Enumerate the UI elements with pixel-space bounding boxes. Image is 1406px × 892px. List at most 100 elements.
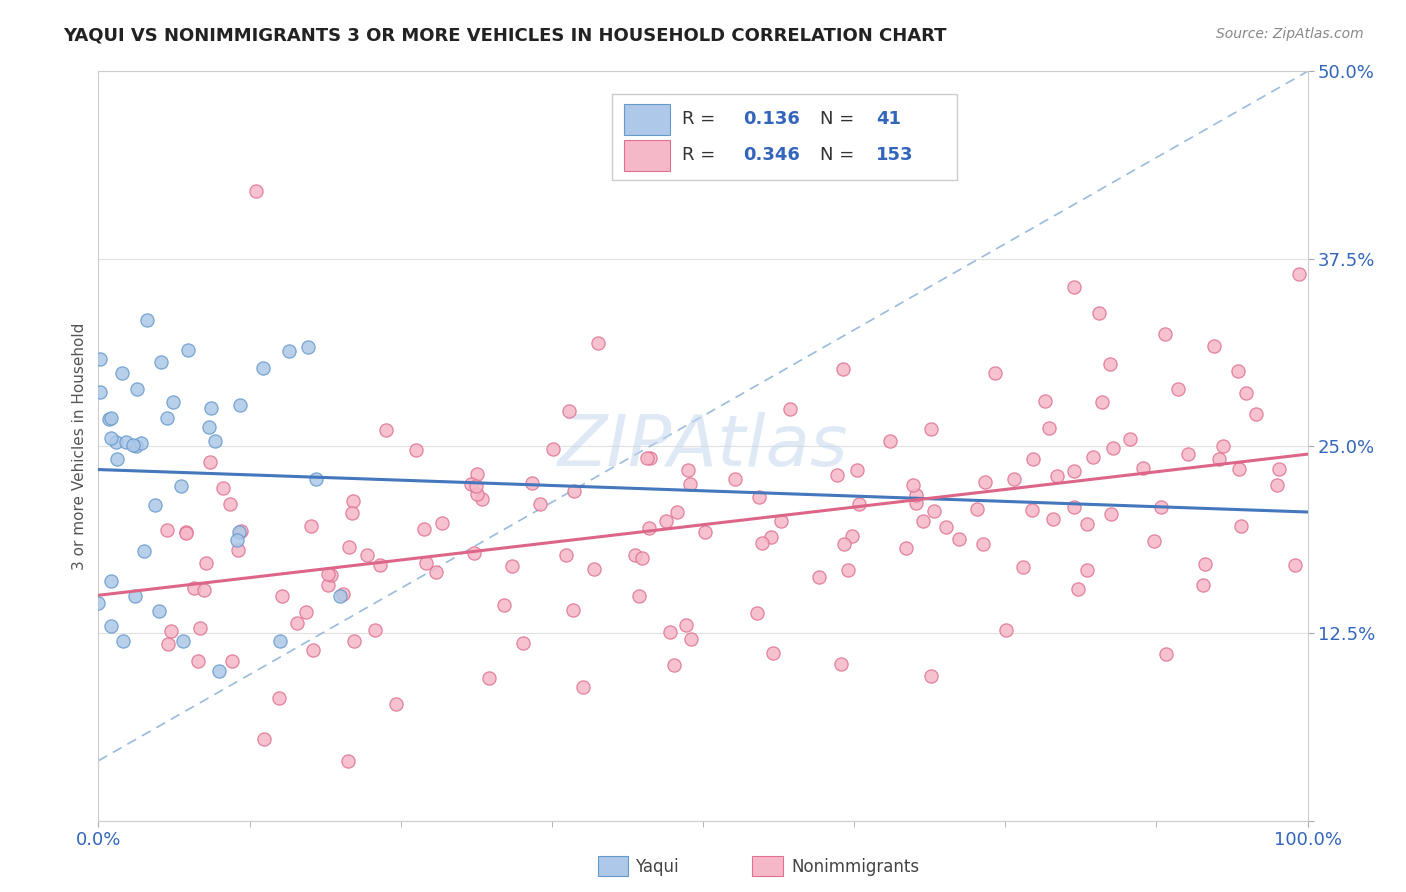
Point [478,671,501,685]
Point [226,533,249,547]
Point [148,604,170,618]
Point [200,401,222,415]
Point [1091,395,1114,409]
Point [1038,421,1060,435]
Point [124,589,146,603]
Point [204,434,226,448]
Point [465,467,488,481]
Point [111,366,134,380]
Point [555,548,578,562]
Point [124,439,146,453]
Point [769,514,792,528]
Point [905,487,928,501]
Point [221,654,243,668]
Point [1229,519,1251,533]
Point [966,501,988,516]
Point [105,451,128,466]
Point [270,589,292,603]
Point [543,442,565,456]
Text: R =: R = [682,110,721,128]
Point [277,343,299,358]
Point [269,691,291,706]
Point [512,636,534,650]
Point [319,567,342,582]
Point [1063,280,1085,294]
Point [430,516,453,531]
Point [332,587,354,601]
Point [200,455,222,469]
Point [830,657,852,671]
Point [87,596,110,610]
Point [1088,306,1111,320]
Point [299,519,322,533]
Point [194,557,217,571]
Point [208,664,231,678]
Point [529,497,551,511]
Point [157,638,180,652]
Point [662,657,685,672]
Text: 0.346: 0.346 [742,146,800,164]
Text: N =: N = [820,146,860,164]
Point [122,438,145,452]
Point [1192,578,1215,592]
Point [174,524,197,539]
Point [156,523,179,537]
Text: 41: 41 [876,110,901,128]
Point [1288,267,1310,281]
Point [305,472,328,486]
Point [145,498,167,512]
Point [269,633,291,648]
Point [1022,451,1045,466]
Point [176,343,198,358]
Text: 153: 153 [876,146,914,164]
Point [228,524,250,539]
Point [89,352,111,367]
Point [1154,647,1177,661]
Point [837,562,859,576]
Point [471,491,494,506]
Point [364,623,387,637]
Point [252,361,274,376]
Point [655,514,678,528]
Point [901,478,924,492]
Point [846,463,869,477]
Point [295,605,318,619]
Point [188,621,211,635]
Point [1167,382,1189,396]
Text: R =: R = [682,146,721,164]
Point [342,494,364,508]
Point [724,472,747,486]
Point [920,422,942,436]
Point [751,536,773,550]
Point [463,546,485,560]
Point [675,617,697,632]
Point [948,532,970,546]
Point [100,431,122,445]
Point [501,558,523,573]
Point [287,616,309,631]
Point [343,634,366,648]
Point [935,520,957,534]
Point [412,522,434,536]
Point [228,543,250,558]
Point [922,503,945,517]
Point [879,434,901,449]
Point [465,487,488,501]
Point [415,557,437,571]
Point [368,558,391,572]
Point [337,754,360,768]
Point [624,548,647,562]
Point [1153,327,1175,342]
Point [972,537,994,551]
Point [329,589,352,603]
Point [974,475,997,489]
Point [894,541,917,555]
Point [920,669,942,683]
Point [572,680,595,694]
Text: N =: N = [820,110,860,128]
Point [1150,500,1173,514]
Point [337,540,360,554]
Point [984,366,1007,380]
Point [1284,558,1306,573]
Point [1046,468,1069,483]
